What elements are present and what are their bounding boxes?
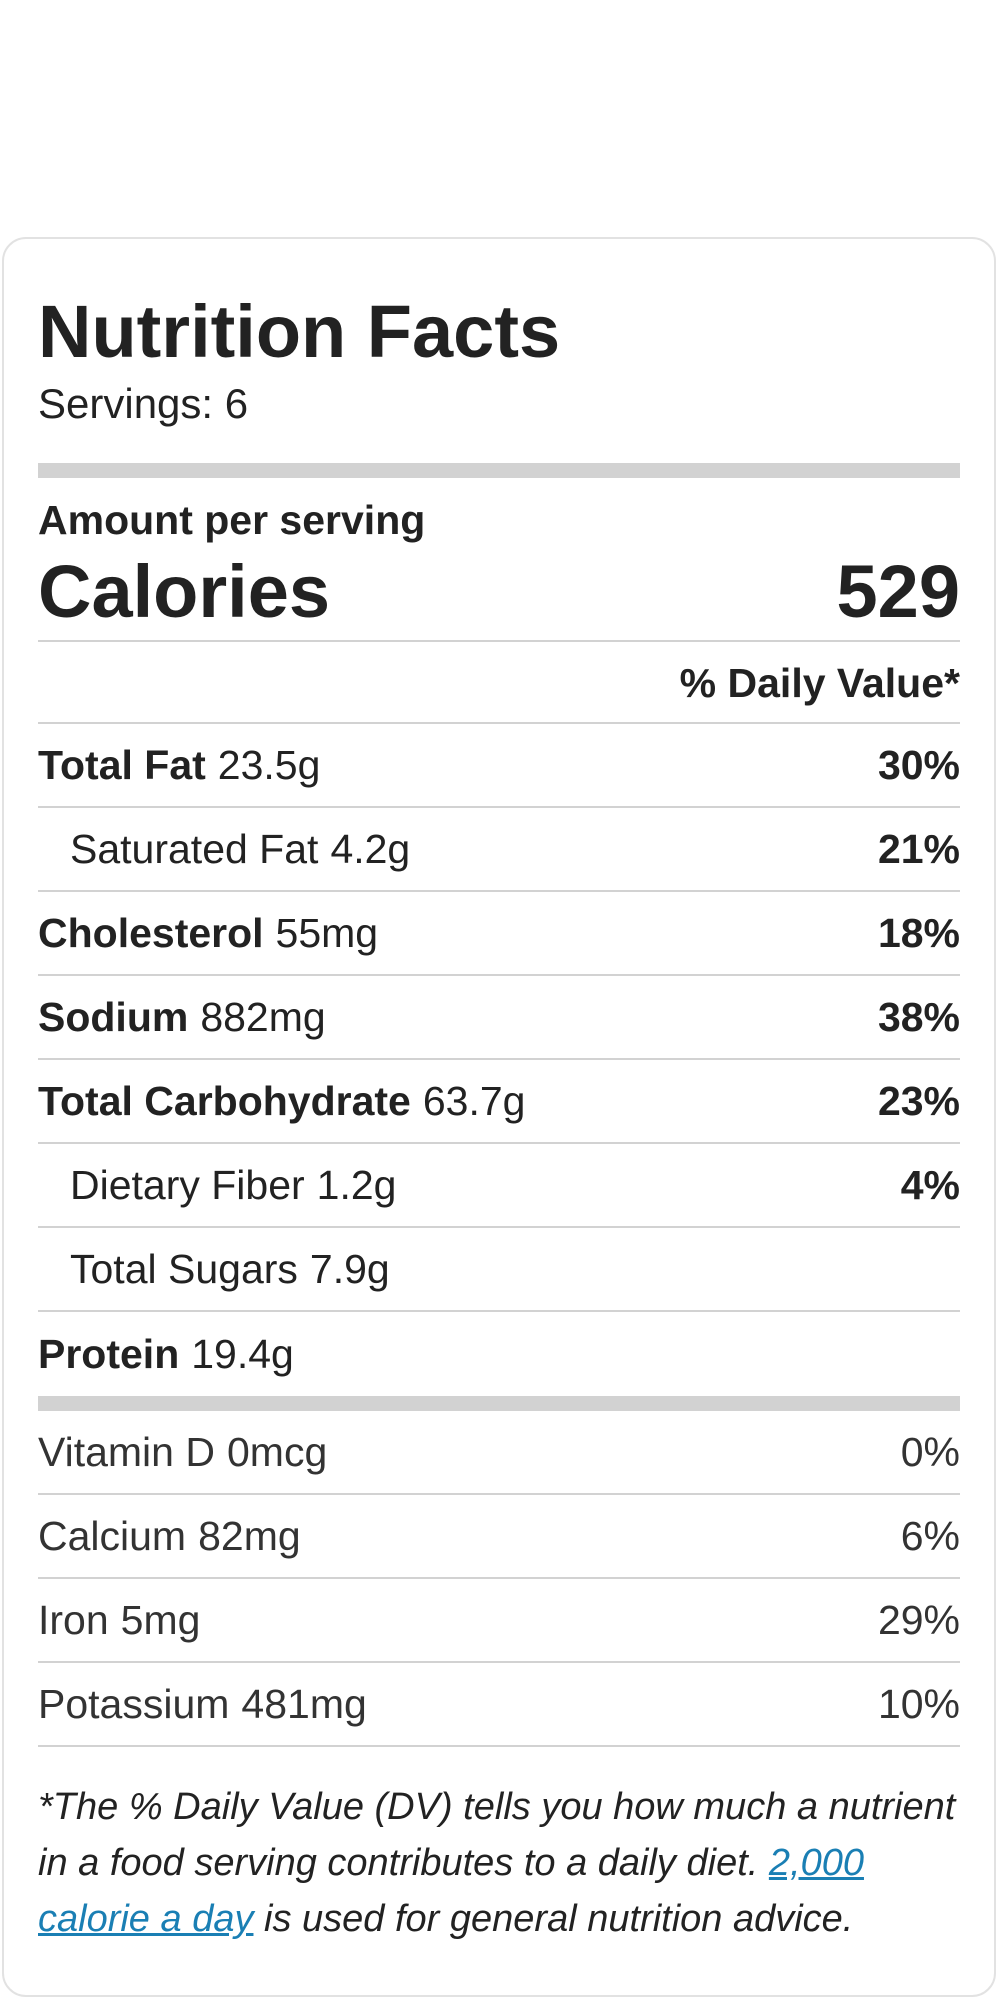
vitamin-row-iron: Iron 5mg 29% <box>38 1579 960 1663</box>
nutrient-amount: 55mg <box>275 909 379 956</box>
nutrient-name: Saturated Fat <box>70 825 319 872</box>
calories-label: Calories <box>38 550 331 633</box>
nutrient-name: Cholesterol <box>38 909 264 956</box>
vitamin-row-vitamin-d: Vitamin D 0mcg 0% <box>38 1411 960 1495</box>
footnote-text-continued: is used for general nutrition advice. <box>253 1898 854 1940</box>
footnote: *The % Daily Value (DV) tells you how mu… <box>38 1779 960 1947</box>
vitamin-daily-value: 10% <box>877 1680 960 1727</box>
nutrient-name: Dietary Fiber <box>70 1161 305 1208</box>
vitamin-name: Iron <box>38 1596 109 1643</box>
footnote-text: *The % Daily Value (DV) tells you how mu… <box>38 1786 956 1884</box>
thick-divider <box>38 1396 960 1411</box>
nutrient-daily-value: 38% <box>877 993 960 1040</box>
nutrient-row-saturated-fat: Saturated Fat 4.2g 21% <box>38 808 960 892</box>
vitamin-row-calcium: Calcium 82mg 6% <box>38 1495 960 1579</box>
vitamin-name: Potassium <box>38 1680 230 1727</box>
amount-per-serving: Amount per serving <box>38 497 426 543</box>
vitamin-name: Calcium <box>38 1512 187 1559</box>
nutrient-name: Sodium <box>38 993 189 1040</box>
vitamin-amount: 82mg <box>198 1512 301 1559</box>
nutrient-name: Protein <box>38 1330 180 1377</box>
nutrient-daily-value: 23% <box>877 1077 960 1124</box>
nutrient-row-total-sugars: Total Sugars 7.9g <box>38 1228 960 1312</box>
nutrient-row-total-fat: Total Fat 23.5g 30% <box>38 724 960 808</box>
nutrient-amount: 1.2g <box>316 1161 397 1208</box>
calories-row: Calories 529 <box>38 555 960 642</box>
daily-value-header: % Daily Value* <box>38 642 960 724</box>
calorie-info-link[interactable]: 2,000 calorie a day <box>38 1842 864 1940</box>
nutrient-name: Total Sugars <box>70 1245 298 1292</box>
vitamin-name: Vitamin D <box>38 1428 215 1475</box>
nutrient-amount: 882mg <box>200 993 326 1040</box>
vitamin-amount: 5mg <box>120 1596 201 1643</box>
nutrient-amount: 23.5g <box>217 741 321 788</box>
nutrient-amount: 7.9g <box>309 1245 390 1292</box>
nutrient-row-total-carbohydrate: Total Carbohydrate 63.7g 23% <box>38 1060 960 1144</box>
nutrient-row-protein: Protein 19.4g <box>38 1312 960 1396</box>
servings-text: Servings: 6 <box>38 380 249 427</box>
nutrition-facts-label: Nutrition Facts Servings: 6 Amount per s… <box>2 237 996 1997</box>
thick-divider <box>38 463 960 478</box>
vitamin-daily-value: 6% <box>900 1512 960 1559</box>
nutrient-amount: 19.4g <box>191 1330 294 1377</box>
nutrient-amount: 63.7g <box>422 1077 526 1124</box>
vitamin-amount: 0mcg <box>226 1428 328 1475</box>
label-title: Nutrition Facts <box>38 290 561 373</box>
nutrient-name: Total Fat <box>38 741 206 788</box>
nutrient-row-cholesterol: Cholesterol 55mg 18% <box>38 892 960 976</box>
vitamin-daily-value: 29% <box>877 1596 960 1643</box>
nutrient-row-dietary-fiber: Dietary Fiber 1.2g 4% <box>38 1144 960 1228</box>
nutrient-row-sodium: Sodium 882mg 38% <box>38 976 960 1060</box>
nutrient-amount: 4.2g <box>330 825 411 872</box>
nutrient-daily-value: 18% <box>877 909 960 956</box>
nutrient-daily-value: 21% <box>877 825 960 872</box>
vitamin-daily-value: 0% <box>900 1428 960 1475</box>
nutrient-daily-value: 4% <box>900 1161 960 1208</box>
calories-value: 529 <box>836 550 960 633</box>
nutrient-name: Total Carbohydrate <box>38 1077 411 1124</box>
vitamin-row-potassium: Potassium 481mg 10% <box>38 1663 960 1747</box>
vitamin-amount: 481mg <box>241 1680 367 1727</box>
nutrient-daily-value: 30% <box>877 741 960 788</box>
